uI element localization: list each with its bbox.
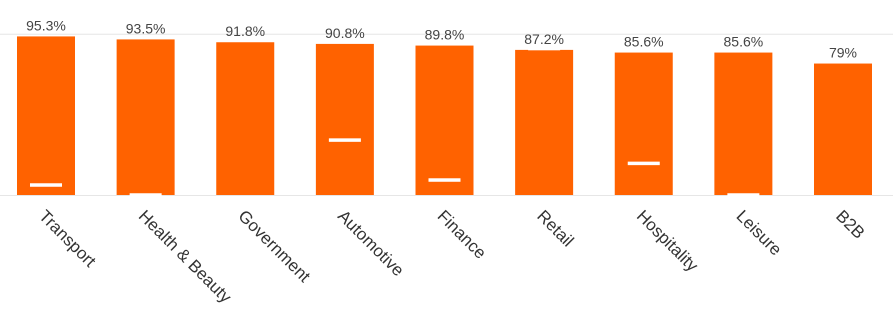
bar bbox=[17, 36, 75, 195]
markers bbox=[30, 46, 760, 197]
data-label: 93.5% bbox=[126, 20, 166, 36]
x-tick-label: Leisure bbox=[733, 206, 786, 259]
bar bbox=[116, 39, 175, 195]
x-tick-label: Hospitality bbox=[633, 206, 702, 275]
bar bbox=[515, 49, 574, 195]
marker bbox=[30, 183, 62, 187]
x-tick-label: Health & Beauty bbox=[135, 206, 236, 307]
data-label: 85.6% bbox=[624, 34, 664, 50]
data-label: 89.8% bbox=[425, 27, 465, 43]
marker bbox=[727, 193, 760, 197]
marker bbox=[528, 46, 561, 51]
marker bbox=[428, 178, 461, 182]
bar bbox=[614, 52, 673, 195]
data-label: 85.6% bbox=[724, 34, 764, 50]
value-labels: 95.3% 93.5% 91.8% 90.8% 89.8% 87.2% 85.6% 85.6%… bbox=[26, 17, 857, 60]
x-tick-label: Transport bbox=[35, 206, 100, 271]
data-label: 90.8% bbox=[325, 25, 365, 41]
bar bbox=[814, 63, 872, 195]
marker bbox=[627, 161, 660, 166]
bar bbox=[415, 45, 474, 195]
x-tick-label: Retail bbox=[533, 206, 577, 250]
bars bbox=[17, 36, 872, 196]
x-tick-label: B2B bbox=[832, 206, 868, 242]
x-tick-label: Automotive bbox=[334, 206, 408, 280]
x-tick-label: Government bbox=[234, 206, 314, 286]
bar bbox=[315, 43, 374, 195]
bar bbox=[714, 52, 773, 195]
data-label: 79% bbox=[829, 45, 857, 61]
marker bbox=[129, 193, 162, 197]
data-label: 87.2% bbox=[524, 31, 564, 47]
data-label: 91.8% bbox=[225, 23, 265, 39]
data-label: 95.3% bbox=[26, 17, 66, 33]
bar bbox=[216, 42, 275, 196]
marker bbox=[328, 138, 361, 142]
category-labels: Transport Health & Beauty Government Automo… bbox=[35, 206, 868, 307]
x-tick-label: Finance bbox=[434, 206, 490, 262]
